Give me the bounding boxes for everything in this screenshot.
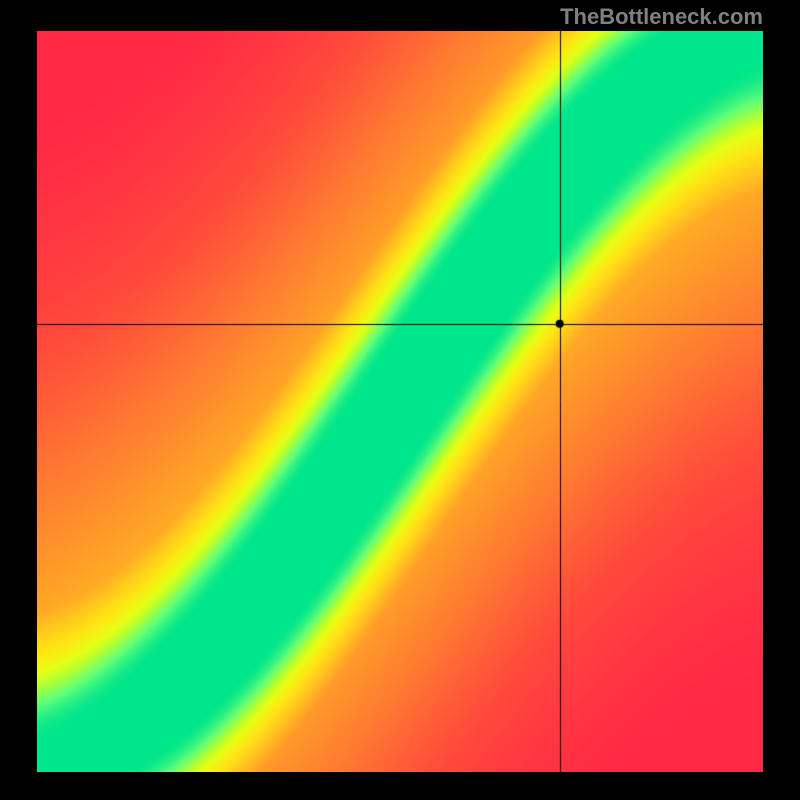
bottleneck-heatmap <box>37 31 763 772</box>
watermark-text: TheBottleneck.com <box>560 4 763 30</box>
